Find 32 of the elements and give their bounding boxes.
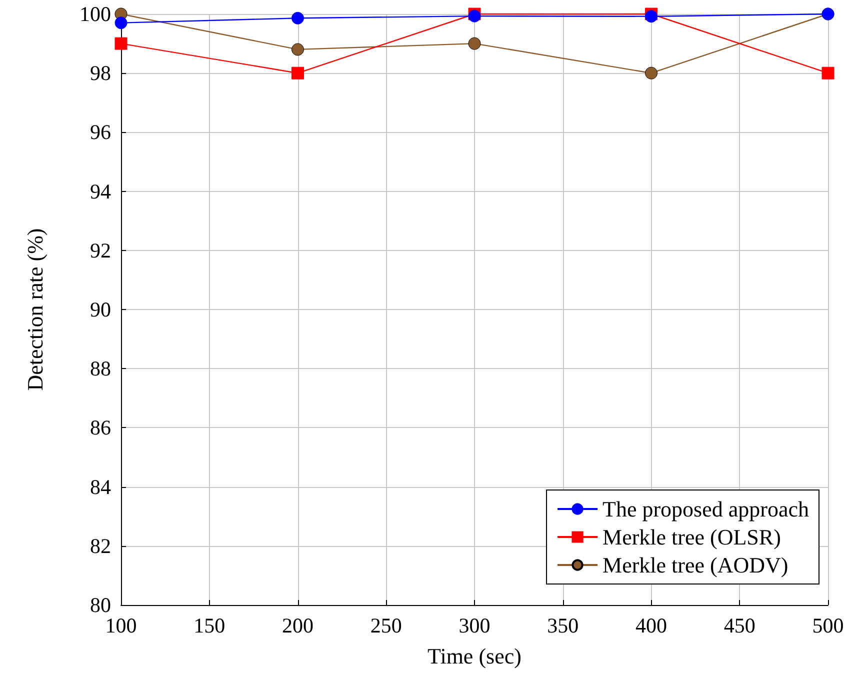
point	[114, 37, 128, 50]
x-tick-label: 450	[724, 614, 756, 638]
legend-label: Merkle tree (AODV)	[602, 552, 788, 578]
x-tick-label: 150	[194, 614, 226, 638]
y-tick-label: 94	[90, 179, 112, 204]
point	[292, 43, 304, 56]
y-axis-title: Detection rate (%)	[22, 228, 48, 391]
point	[645, 66, 658, 80]
x-tick-label: 250	[370, 614, 402, 638]
y-tick-label: 88	[90, 356, 111, 381]
x-tick-label: 350	[547, 614, 579, 638]
point	[114, 16, 128, 30]
legend-label: Merkle tree (OLSR)	[602, 524, 781, 550]
x-tick-label: 200	[282, 614, 314, 638]
y-tick-label: 82	[90, 534, 111, 558]
point	[292, 12, 304, 24]
y-tick-label: 100	[80, 2, 111, 26]
legend-label: The proposed approach	[602, 496, 810, 522]
y-tick-label: 98	[90, 61, 111, 86]
x-axis-title: Time (sec)	[428, 644, 522, 668]
x-tick-label: 400	[636, 614, 667, 638]
y-tick-label: 84	[90, 474, 112, 499]
y-tick-label: 86	[90, 416, 111, 440]
y-tick-label: 96	[90, 120, 111, 144]
point	[645, 10, 658, 23]
point	[822, 66, 834, 80]
point	[468, 37, 481, 50]
x-tick-label: 500	[812, 614, 844, 638]
point	[292, 66, 304, 80]
x-tick-label: 300	[458, 614, 490, 638]
y-tick-label: 90	[90, 298, 111, 322]
y-tick-label: 92	[90, 238, 111, 262]
